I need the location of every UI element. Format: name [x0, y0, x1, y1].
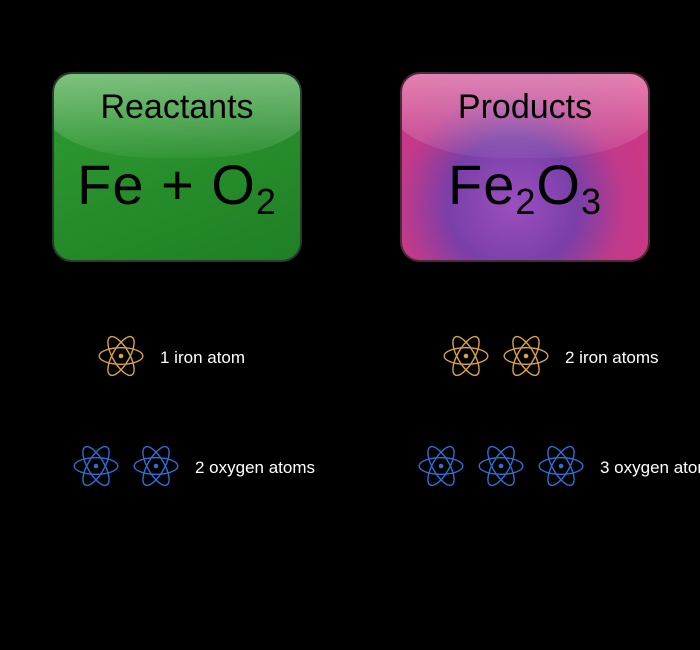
atom-icon: [535, 440, 587, 492]
atom-icon: [500, 330, 552, 382]
products-oxygen-atoms: [415, 440, 587, 492]
reactants-iron-label: 1 iron atom: [160, 348, 245, 368]
atom-icon: [95, 330, 147, 382]
atom-icon: [440, 330, 492, 382]
reactants-title: Reactants: [54, 88, 300, 127]
reactants-iron-atoms: [95, 330, 147, 382]
reactants-oxygen-label: 2 oxygen atoms: [195, 458, 315, 478]
reactants-formula: Fe + O2: [54, 152, 300, 217]
products-title: Products: [402, 88, 648, 127]
atom-icon: [130, 440, 182, 492]
products-iron-label: 2 iron atoms: [565, 348, 659, 368]
products-oxygen-label: 3 oxygen atoms: [600, 458, 700, 478]
products-formula: Fe2O3: [402, 152, 648, 217]
reactants-oxygen-atoms: [70, 440, 182, 492]
products-card: Products Fe2O3: [400, 72, 650, 262]
atom-icon: [415, 440, 467, 492]
atom-icon: [475, 440, 527, 492]
reactants-card: Reactants Fe + O2: [52, 72, 302, 262]
products-iron-atoms: [440, 330, 552, 382]
atom-icon: [70, 440, 122, 492]
